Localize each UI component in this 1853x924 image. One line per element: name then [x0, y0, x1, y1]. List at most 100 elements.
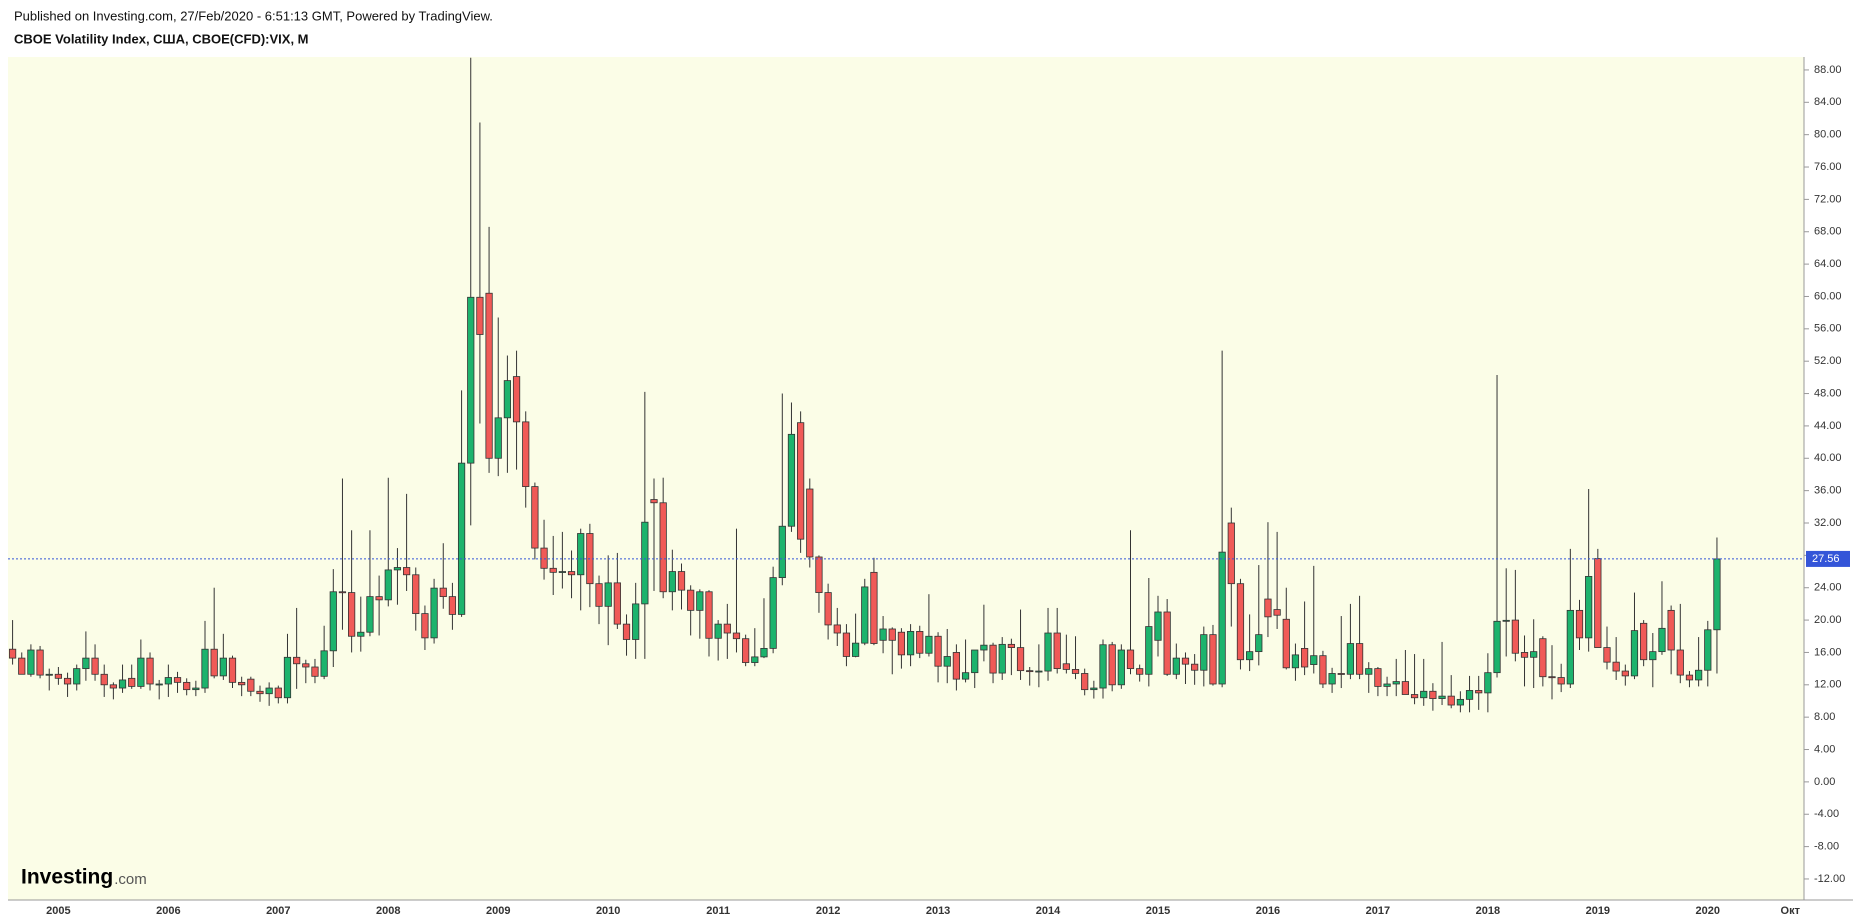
candle-body	[402, 567, 411, 576]
candle-body	[934, 635, 942, 667]
candle-body	[1218, 551, 1226, 685]
candle-body	[1383, 683, 1391, 687]
candle-body	[430, 587, 438, 639]
candle-body	[696, 591, 704, 611]
candle-body	[1420, 690, 1428, 699]
x-tick-label: Окт	[1781, 905, 1801, 917]
candle-body	[476, 296, 484, 335]
candle-body	[485, 292, 493, 459]
candle-body	[45, 673, 53, 676]
candle-body	[192, 687, 200, 691]
candle-body	[73, 668, 81, 685]
logo-name: Investing	[21, 866, 113, 889]
y-tick-label: 4.00	[1814, 743, 1835, 755]
candle-body	[1026, 670, 1034, 673]
candle-body	[219, 657, 227, 677]
candle-body	[448, 596, 457, 615]
candle-body	[650, 499, 658, 504]
candle-body	[329, 591, 337, 652]
candle-body	[412, 574, 420, 615]
x-tick-label: 2019	[1586, 905, 1610, 917]
candle-body	[1594, 558, 1602, 648]
candle-body	[925, 635, 933, 654]
candle-body	[641, 521, 649, 605]
x-tick-label: 2013	[926, 905, 950, 917]
candle-body	[1493, 620, 1501, 674]
candle-body	[1191, 663, 1199, 671]
candle-body	[1438, 695, 1446, 699]
y-tick-label: -8.00	[1814, 841, 1839, 853]
candle-body	[668, 571, 676, 593]
candle-body	[705, 591, 713, 639]
candle-body	[1126, 649, 1135, 670]
candle-body	[128, 677, 136, 687]
candle-body	[971, 649, 979, 674]
y-tick-label: 12.00	[1814, 679, 1842, 691]
candle-body	[1520, 652, 1529, 658]
x-tick-label: 2012	[816, 905, 840, 917]
candle-body	[1145, 626, 1153, 675]
x-tick-label: 2014	[1036, 905, 1061, 917]
candle-body	[1282, 618, 1290, 669]
candle-body	[723, 623, 731, 634]
candle-body	[8, 648, 17, 659]
candle-body	[659, 502, 667, 593]
candle-body	[1447, 695, 1455, 706]
y-tick-label: 48.00	[1814, 387, 1842, 399]
candle-body	[980, 644, 988, 651]
symbol-title: CBOE Volatility Index, США, CBOE(CFD):VI…	[14, 31, 309, 46]
candle-body	[109, 684, 117, 689]
y-tick-label: 32.00	[1814, 517, 1842, 529]
candle-body	[1172, 657, 1180, 675]
candle-body	[1163, 611, 1171, 675]
y-tick-label: 88.00	[1814, 64, 1842, 76]
candle-body	[998, 643, 1006, 674]
x-tick-label: 2009	[486, 905, 510, 917]
candle-body	[751, 656, 759, 663]
published-note: Published on Investing.com, 27/Feb/2020 …	[14, 8, 493, 23]
candle-body	[595, 583, 603, 607]
candle-body	[457, 462, 466, 615]
candle-body	[311, 666, 319, 677]
candle-body	[375, 596, 383, 601]
candle-body	[1209, 634, 1217, 685]
y-tick-label: 72.00	[1814, 193, 1842, 205]
candle-body	[1603, 647, 1611, 663]
x-tick-label: 2008	[376, 905, 400, 917]
candle-body	[1539, 638, 1547, 678]
x-tick-label: 2005	[46, 905, 70, 917]
candle-body	[577, 533, 585, 576]
candle-body	[906, 631, 915, 656]
candle-body	[1410, 694, 1419, 699]
x-tick-label: 2016	[1256, 905, 1280, 917]
candle-body	[1337, 673, 1345, 675]
candle-body	[393, 567, 402, 571]
candle-body	[439, 587, 447, 598]
candle-body	[1108, 644, 1116, 686]
candle-body	[879, 628, 887, 641]
candle-body	[870, 571, 878, 644]
candle-body	[1566, 609, 1574, 685]
candle-body	[1713, 558, 1721, 631]
y-tick-label: 56.00	[1814, 323, 1842, 335]
candle-body	[18, 657, 26, 675]
candle-body	[183, 681, 191, 691]
candle-body	[302, 663, 310, 668]
candle-body	[632, 603, 640, 640]
candle-body	[82, 657, 90, 670]
candle-body	[1016, 647, 1025, 672]
candle-body	[1456, 698, 1464, 706]
candle-body	[1255, 634, 1263, 653]
candle-body	[1328, 673, 1336, 685]
candle-body	[283, 656, 292, 699]
y-tick-label: 20.00	[1814, 614, 1842, 626]
candle-body	[1090, 687, 1098, 691]
x-tick-label: 2011	[706, 905, 730, 917]
candle-body	[1355, 643, 1364, 675]
y-tick-label: 40.00	[1814, 452, 1842, 464]
candle-body	[540, 547, 548, 569]
candle-body	[494, 417, 502, 459]
candle-body	[604, 582, 612, 607]
